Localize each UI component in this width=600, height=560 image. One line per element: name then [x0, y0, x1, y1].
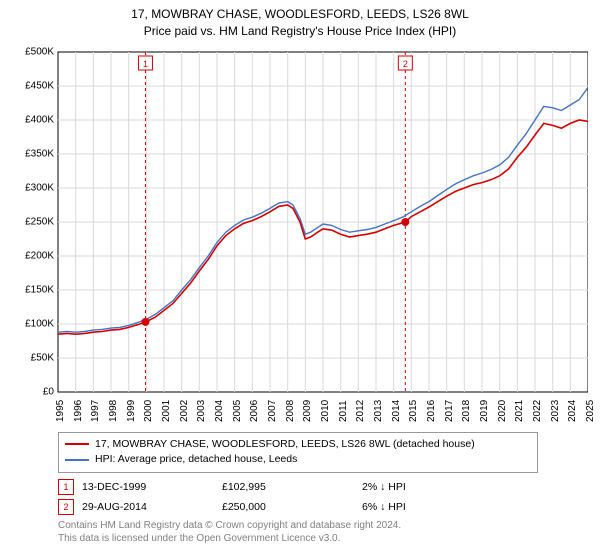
x-axis-label: 2022 — [532, 399, 543, 421]
x-axis-label: 2018 — [461, 399, 472, 421]
x-axis-label: 2015 — [408, 399, 419, 421]
legend-swatch — [65, 443, 89, 445]
legend-swatch — [65, 459, 89, 461]
sale-date: 13-DEC-1999 — [82, 481, 222, 493]
legend-box: 17, MOWBRAY CHASE, WOODLESFORD, LEEDS, L… — [58, 432, 538, 474]
y-axis-label: £350K — [14, 148, 54, 159]
x-axis-label: 1997 — [90, 399, 101, 421]
sale-date: 29-AUG-2014 — [82, 501, 222, 513]
footer-line: Contains HM Land Registry data © Crown c… — [58, 519, 588, 532]
x-axis-label: 2014 — [391, 399, 402, 421]
sale-row: 1 13-DEC-1999 £102,995 2% ↓ HPI — [58, 477, 588, 497]
y-axis-label: £150K — [14, 284, 54, 295]
x-axis-label: 2024 — [567, 399, 578, 421]
y-axis-label: £450K — [14, 80, 54, 91]
chart-subtitle: Price paid vs. HM Land Registry's House … — [12, 23, 588, 40]
x-axis-label: 2012 — [355, 399, 366, 421]
x-axis-label: 1998 — [108, 399, 119, 421]
x-axis-label: 2004 — [214, 399, 225, 421]
x-axis-label: 1996 — [73, 399, 84, 421]
sale-marker-icon: 1 — [58, 479, 74, 495]
sale-marker-icon: 2 — [58, 499, 74, 515]
legend-row-hpi: HPI: Average price, detached house, Leed… — [65, 452, 531, 468]
x-axis-label: 2019 — [479, 399, 490, 421]
x-axis-label: 2002 — [179, 399, 190, 421]
x-axis-label: 2025 — [585, 399, 596, 421]
footer-line: This data is licensed under the Open Gov… — [58, 532, 588, 545]
x-axis-label: 2020 — [497, 399, 508, 421]
line-chart: 12 — [12, 46, 588, 406]
legend-label: 17, MOWBRAY CHASE, WOODLESFORD, LEEDS, L… — [95, 437, 475, 453]
x-axis-label: 2013 — [373, 399, 384, 421]
x-axis-label: 2007 — [267, 399, 278, 421]
chart-area: £0 £50K £100K £150K £200K £250K £300K £350K £400… — [12, 46, 588, 426]
svg-text:2: 2 — [403, 59, 408, 69]
x-axis-label: 1995 — [55, 399, 66, 421]
x-axis-label: 2005 — [232, 399, 243, 421]
x-axis-label: 2021 — [514, 399, 525, 421]
sale-price: £250,000 — [222, 501, 362, 513]
sale-row: 2 29-AUG-2014 £250,000 6% ↓ HPI — [58, 497, 588, 517]
y-axis-label: £400K — [14, 114, 54, 125]
y-axis-label: £100K — [14, 318, 54, 329]
legend-label: HPI: Average price, detached house, Leed… — [95, 452, 297, 468]
y-axis-label: £300K — [14, 182, 54, 193]
footer-attribution: Contains HM Land Registry data © Crown c… — [58, 519, 588, 545]
legend-row-property: 17, MOWBRAY CHASE, WOODLESFORD, LEEDS, L… — [65, 437, 531, 453]
x-axis-label: 2008 — [285, 399, 296, 421]
x-axis-label: 2016 — [426, 399, 437, 421]
x-axis-label: 1999 — [126, 399, 137, 421]
x-axis-label: 2006 — [249, 399, 260, 421]
x-axis-label: 2009 — [302, 399, 313, 421]
x-axis-label: 2011 — [338, 400, 349, 422]
y-axis-label: £200K — [14, 250, 54, 261]
svg-text:1: 1 — [143, 59, 148, 69]
sale-price: £102,995 — [222, 481, 362, 493]
sales-table: 1 13-DEC-1999 £102,995 2% ↓ HPI 2 29-AUG… — [58, 477, 588, 517]
x-axis-label: 2023 — [550, 399, 561, 421]
y-axis-label: £250K — [14, 216, 54, 227]
x-axis-label: 2003 — [196, 399, 207, 421]
sale-diff: 6% ↓ HPI — [362, 501, 502, 513]
y-axis-label: £0 — [14, 386, 54, 397]
x-axis-label: 2017 — [444, 399, 455, 421]
chart-title: 17, MOWBRAY CHASE, WOODLESFORD, LEEDS, L… — [12, 6, 588, 23]
x-axis-label: 2000 — [143, 399, 154, 421]
x-axis-label: 2001 — [161, 399, 172, 421]
x-axis-label: 2010 — [320, 399, 331, 421]
sale-diff: 2% ↓ HPI — [362, 481, 502, 493]
y-axis-label: £50K — [14, 352, 54, 363]
y-axis-label: £500K — [14, 46, 54, 57]
